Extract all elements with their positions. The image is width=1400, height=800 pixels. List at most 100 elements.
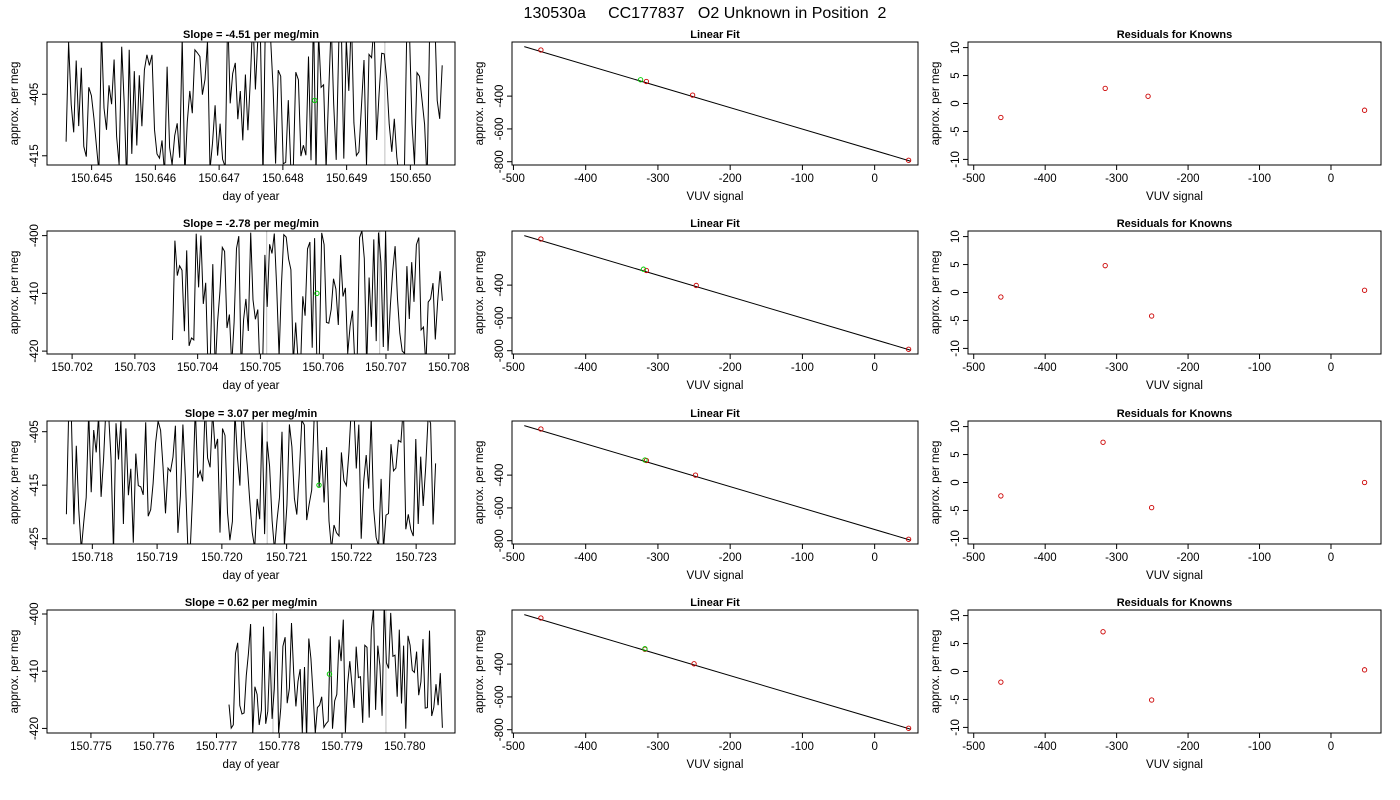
x-tick-label: 150.649 bbox=[326, 173, 368, 185]
y-axis-label: approx. per meg bbox=[9, 441, 21, 525]
x-tick-label: -100 bbox=[1248, 552, 1271, 564]
y-axis-label: approx. per meg bbox=[930, 251, 942, 335]
x-tick-label: 0 bbox=[871, 362, 877, 374]
x-tick-label: 150.645 bbox=[71, 173, 113, 185]
chart-panel: -500 -400 -300 -200 -100 0 -10 -5 0 5 10 Residuals … bbox=[930, 408, 1382, 582]
y-tick-label: 10 bbox=[950, 420, 962, 433]
plot-area bbox=[998, 85, 1368, 121]
y-axis-label: approx. per meg bbox=[930, 441, 942, 525]
known-point bbox=[643, 267, 650, 274]
x-axis-label: VUV signal bbox=[687, 191, 744, 203]
known-point bbox=[998, 114, 1004, 121]
x-tick-label: -100 bbox=[791, 362, 814, 374]
x-tick-label: 150.705 bbox=[240, 362, 282, 374]
x-tick-label: -400 bbox=[1034, 552, 1057, 564]
known-point bbox=[538, 47, 544, 53]
chart-panel: -500 -400 -300 -200 -100 0 -400 -600 -800 Linear … bbox=[474, 29, 919, 203]
y-axis-label: approx. per meg bbox=[930, 62, 942, 146]
x-tick-label: -200 bbox=[1177, 741, 1200, 753]
y-tick-label: -415 bbox=[29, 144, 41, 167]
trace-line bbox=[65, 421, 437, 544]
y-tick-label: 5 bbox=[950, 640, 962, 646]
x-tick-label: -100 bbox=[1248, 362, 1271, 374]
x-tick-label: -300 bbox=[1105, 362, 1128, 374]
x-tick-label: 150.708 bbox=[428, 362, 470, 374]
y-tick-label: -10 bbox=[950, 151, 962, 168]
x-tick-label: -400 bbox=[574, 173, 597, 185]
y-tick-label: -5 bbox=[950, 315, 962, 325]
plot-area bbox=[65, 421, 437, 544]
x-tick-label: -100 bbox=[1248, 741, 1271, 753]
y-tick-label: -800 bbox=[494, 718, 506, 741]
x-tick-label: -200 bbox=[719, 552, 742, 564]
x-tick-label: 150.650 bbox=[390, 173, 432, 185]
trace-line bbox=[65, 42, 443, 165]
y-axis-label: approx. per meg bbox=[474, 62, 486, 146]
known-point bbox=[1361, 107, 1368, 113]
y-tick-label: -400 bbox=[494, 85, 506, 108]
trace-line bbox=[228, 610, 443, 733]
x-tick-label: -500 bbox=[962, 552, 985, 564]
unknown-marker bbox=[316, 482, 322, 488]
panel-grid: 150.645 150.646 150.647 150.648 150.649 150.6… bbox=[9, 29, 1382, 771]
x-axis-label: day of year bbox=[223, 191, 280, 203]
y-tick-label: 0 bbox=[950, 479, 962, 485]
x-tick-label: 150.648 bbox=[262, 173, 304, 185]
x-tick-label: 150.719 bbox=[136, 552, 178, 564]
x-axis-label: VUV signal bbox=[687, 380, 744, 392]
x-tick-label: -300 bbox=[646, 552, 669, 564]
trace-line bbox=[172, 231, 443, 354]
known-point bbox=[538, 615, 544, 621]
panel-title: Linear Fit bbox=[690, 218, 740, 230]
x-axis-label: VUV signal bbox=[1146, 191, 1203, 203]
known-point bbox=[905, 346, 912, 352]
y-axis-label: approx. per meg bbox=[474, 441, 486, 525]
x-tick-label: -500 bbox=[962, 741, 985, 753]
unknown-point bbox=[642, 457, 648, 463]
y-tick-label: 10 bbox=[950, 609, 962, 622]
y-tick-label: 0 bbox=[950, 100, 962, 106]
x-tick-label: 0 bbox=[871, 552, 877, 564]
y-tick-label: -800 bbox=[494, 339, 506, 362]
known-point bbox=[998, 493, 1004, 499]
known-point bbox=[1361, 479, 1368, 486]
known-point bbox=[1102, 263, 1108, 269]
chart-panel: -500 -400 -300 -200 -100 0 -10 -5 0 5 10 Residuals … bbox=[930, 597, 1382, 771]
x-tick-label: 150.775 bbox=[70, 741, 112, 753]
y-tick-label: -425 bbox=[29, 527, 41, 550]
y-tick-label: -5 bbox=[950, 694, 962, 704]
x-tick-label: -500 bbox=[962, 173, 985, 185]
panel-title: Linear Fit bbox=[690, 29, 740, 41]
x-tick-label: -500 bbox=[962, 362, 985, 374]
known-point bbox=[691, 661, 697, 667]
chart-panel: -500 -400 -300 -200 -100 0 -400 -600 -800 Linear … bbox=[474, 597, 919, 771]
known-point bbox=[1102, 85, 1108, 92]
fit-line bbox=[524, 614, 911, 730]
x-axis-label: day of year bbox=[223, 570, 280, 582]
y-tick-label: -415 bbox=[29, 474, 41, 497]
plot-area bbox=[172, 231, 443, 354]
x-tick-label: -200 bbox=[719, 741, 742, 753]
known-point bbox=[998, 294, 1004, 300]
known-point bbox=[538, 236, 544, 242]
plot-area bbox=[228, 610, 443, 733]
known-point bbox=[643, 78, 650, 85]
panel-title: Linear Fit bbox=[690, 408, 740, 420]
x-tick-label: 150.722 bbox=[331, 552, 373, 564]
chart-panel: 150.718 150.719 150.720 150.721 150.722 150.7… bbox=[9, 408, 456, 582]
chart-panel: -500 -400 -300 -200 -100 0 -400 -600 -800 Linear … bbox=[474, 408, 919, 582]
x-tick-label: -300 bbox=[646, 173, 669, 185]
y-tick-label: 0 bbox=[950, 668, 962, 674]
x-axis-label: VUV signal bbox=[687, 759, 744, 771]
y-tick-label: 5 bbox=[950, 72, 962, 78]
chart-panel: 150.645 150.646 150.647 150.648 150.649 150.6… bbox=[9, 29, 456, 203]
unknown-marker bbox=[326, 671, 333, 677]
x-axis-label: VUV signal bbox=[687, 570, 744, 582]
y-tick-label: -5 bbox=[950, 505, 962, 515]
known-point bbox=[692, 472, 699, 478]
x-tick-label: -500 bbox=[502, 173, 525, 185]
plot-area bbox=[998, 629, 1368, 703]
chart-panel: -500 -400 -300 -200 -100 0 -10 -5 0 5 10 Residuals … bbox=[930, 218, 1382, 392]
y-tick-label: -5 bbox=[950, 126, 962, 136]
y-axis-label: approx. per meg bbox=[930, 630, 942, 714]
